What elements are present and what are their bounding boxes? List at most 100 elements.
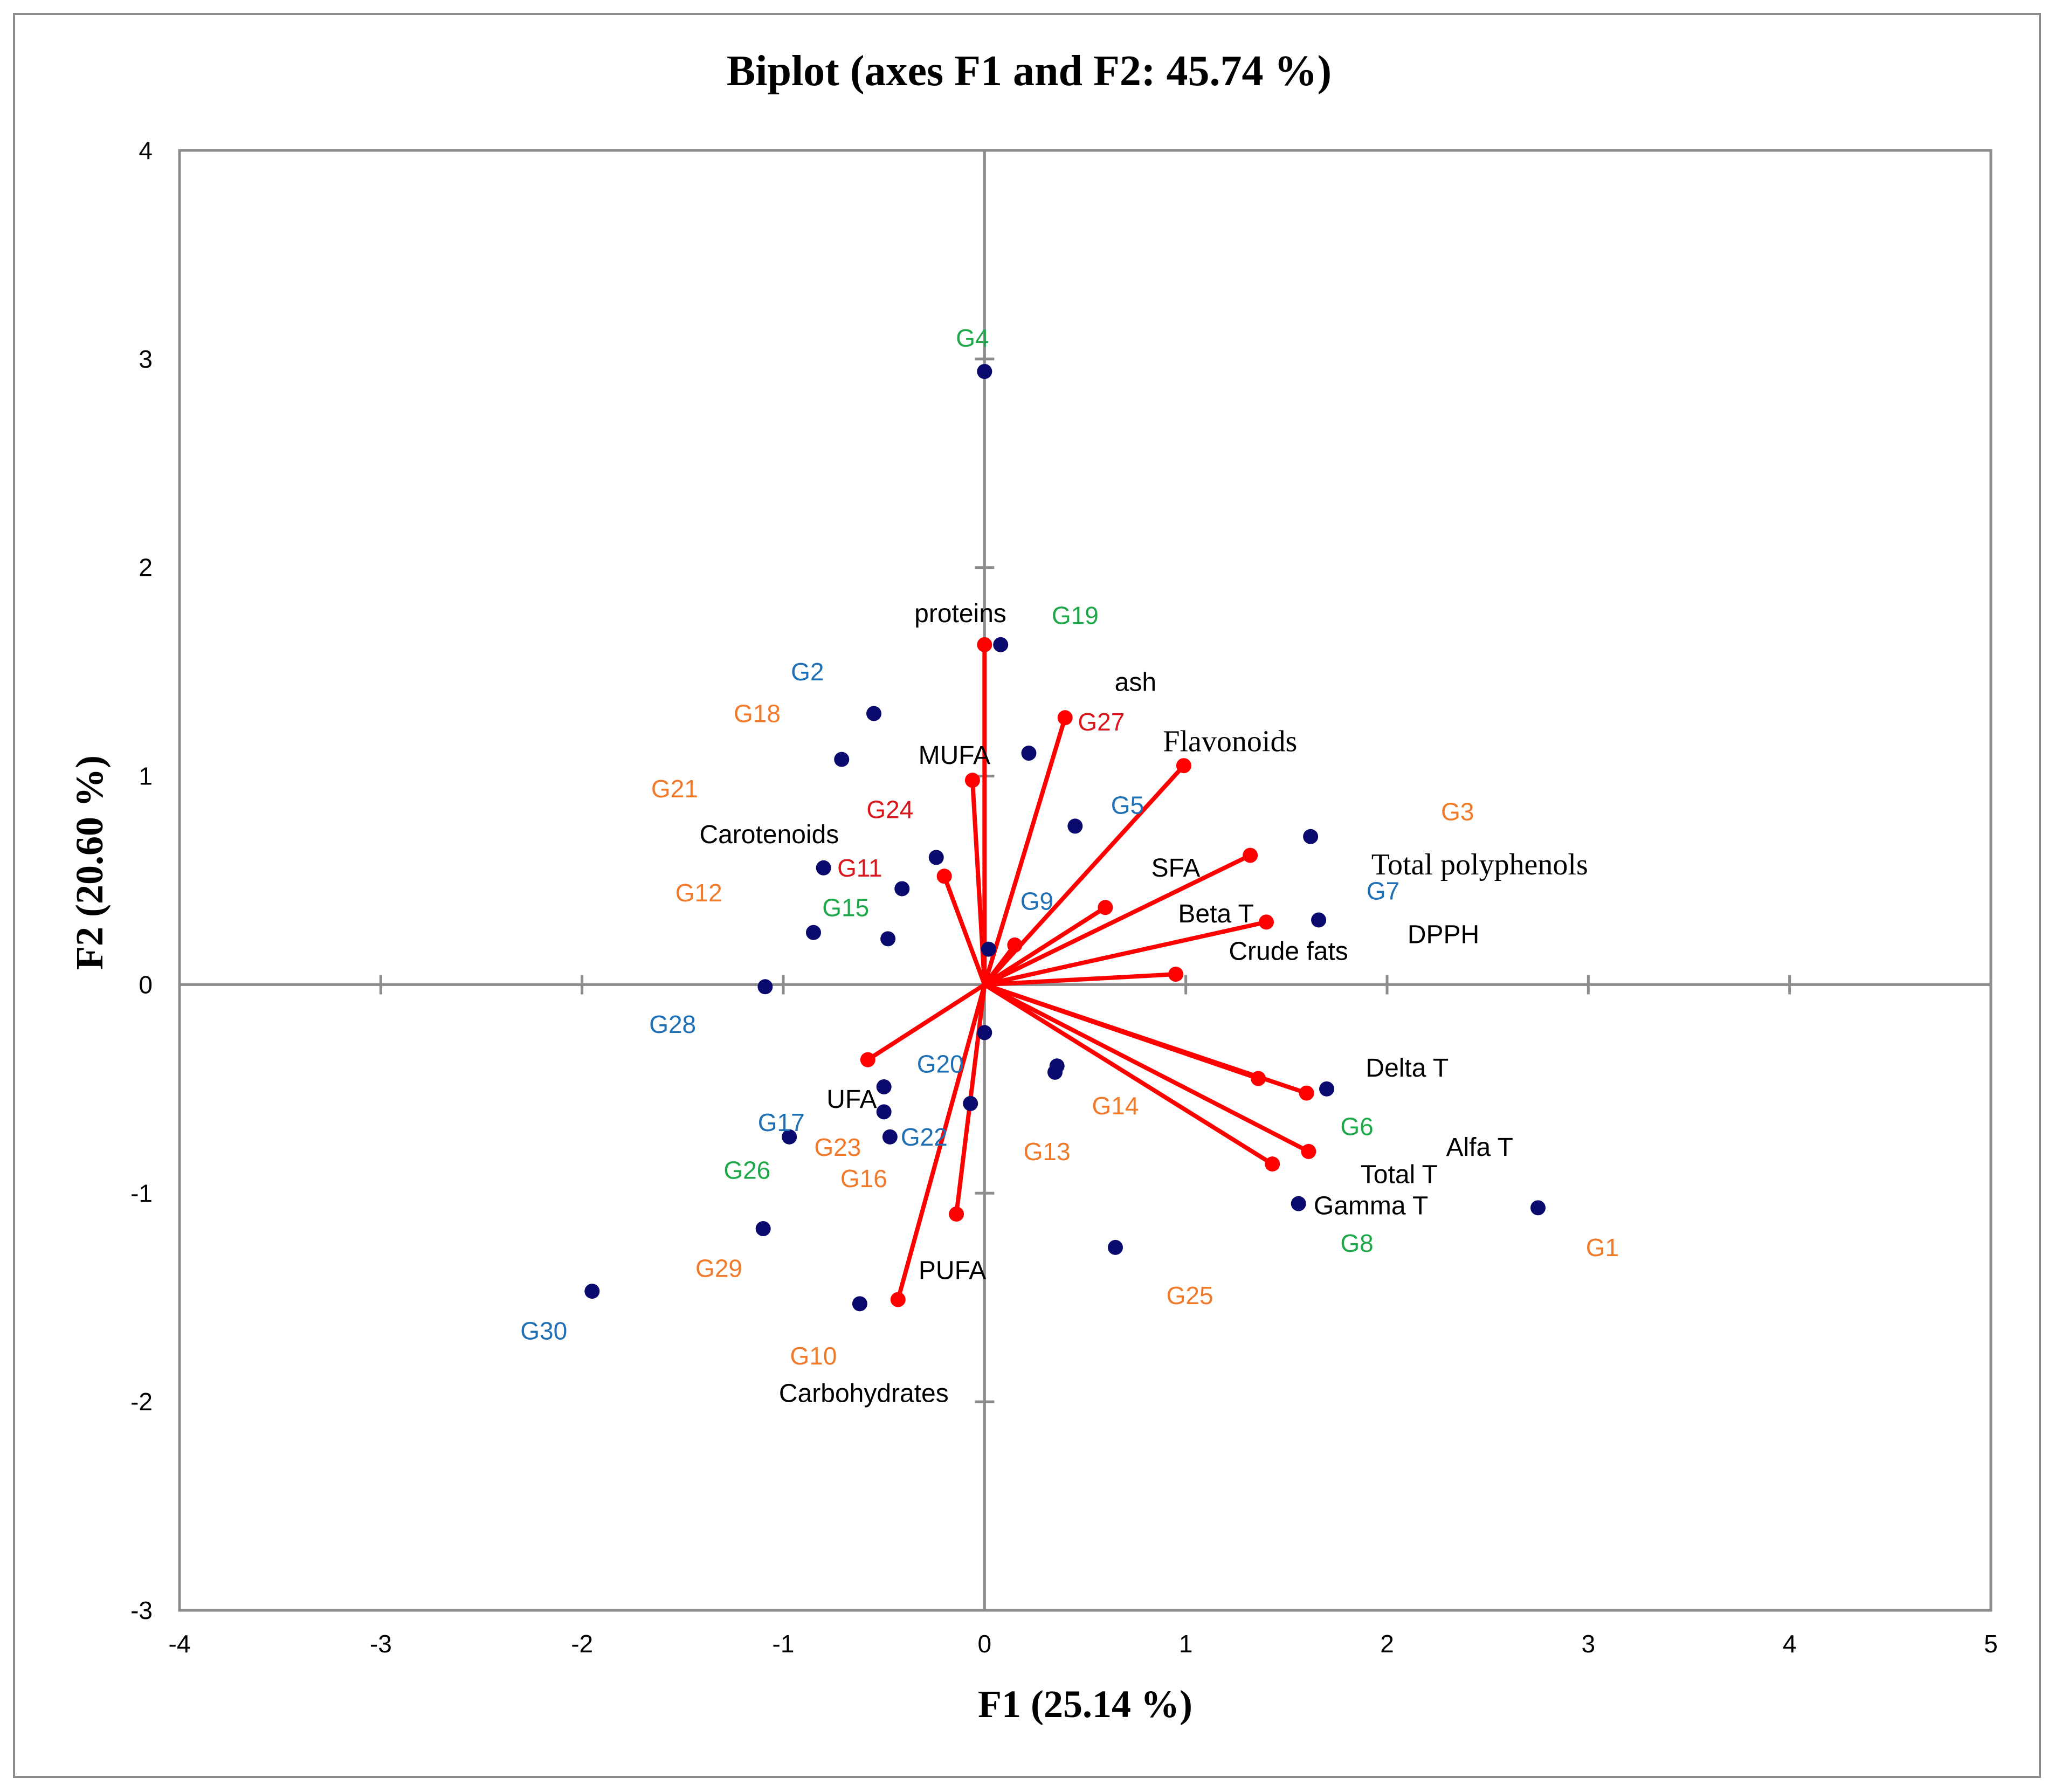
y-tick-label: -2: [130, 1388, 153, 1416]
plot-area-border: [178, 149, 1992, 1612]
x-tick-label: 2: [1380, 1630, 1394, 1658]
vector-tip: [1301, 1143, 1316, 1159]
variable-vectors: [860, 637, 1316, 1307]
x-axis-title: F1 (25.14 %): [978, 1683, 1192, 1726]
point-g15: [880, 931, 896, 947]
vector-tip: [936, 869, 952, 884]
x-tick-label: 5: [1984, 1630, 1998, 1658]
point-label-g23: G23: [814, 1133, 861, 1161]
vector-carotenoids: [942, 874, 987, 987]
vector-ufa: [865, 982, 987, 1062]
vector-tip: [890, 1292, 906, 1307]
point-g22: [963, 1095, 978, 1111]
x-tick-label: -4: [169, 1630, 191, 1658]
point-g19: [993, 637, 1009, 652]
point-label-g28: G28: [649, 1010, 696, 1038]
variable-label-delta-t: Delta T: [1366, 1054, 1449, 1083]
point-g7: [1311, 912, 1327, 928]
y-axis-title: F2 (20.60 %): [68, 755, 111, 970]
point-g24: [928, 850, 944, 865]
point-g1: [1530, 1200, 1546, 1216]
variable-label-alfa-t: Alfa T: [1446, 1133, 1513, 1162]
x-tick-label: 4: [1783, 1630, 1797, 1658]
point-g26: [755, 1221, 771, 1237]
point-g20: [876, 1079, 892, 1094]
vector-ash: [982, 715, 1067, 987]
point-g2: [866, 706, 881, 721]
vector-tip: [1299, 1085, 1314, 1101]
vector-tip: [1251, 1071, 1266, 1086]
variable-label-ash: ash: [1115, 668, 1156, 697]
point-g9: [981, 941, 996, 957]
point-label-g8: G8: [1340, 1229, 1373, 1257]
point-g27: [1021, 746, 1037, 761]
vector-tip: [1168, 967, 1183, 982]
vector-tip: [1098, 900, 1113, 915]
variable-label-beta-t: Beta T: [1178, 900, 1254, 928]
point-g12: [806, 925, 821, 940]
variable-label-pufa: PUFA: [919, 1256, 986, 1285]
point-label-g11: G11: [837, 854, 882, 882]
chart-frame: [13, 13, 2041, 1778]
chart-title: Biplot (axes F1 and F2: 45.74 %): [727, 47, 1332, 95]
point-label-g10: G10: [790, 1342, 837, 1370]
point-label-g16: G16: [840, 1164, 887, 1193]
x-tick-label: -3: [370, 1630, 392, 1658]
vector-tip: [977, 637, 992, 652]
variable-label-total-t: Total T: [1361, 1160, 1438, 1189]
y-tick-label: -1: [130, 1179, 153, 1207]
variable-label-flavonoids: Flavonoids: [1163, 725, 1297, 759]
y-tick-label: 2: [139, 554, 153, 582]
point-label-g7: G7: [1367, 877, 1399, 905]
point-g18: [834, 752, 850, 767]
point-label-g3: G3: [1441, 797, 1474, 825]
point-g3: [1303, 829, 1319, 844]
point-label-g17: G17: [758, 1108, 805, 1136]
variable-label-proteins: proteins: [914, 599, 1006, 628]
point-g14: [1049, 1058, 1065, 1074]
vector-tip: [1057, 710, 1073, 726]
vector-tip: [1259, 914, 1274, 930]
x-tick-label: 0: [978, 1630, 992, 1658]
variable-label-dpph: DPPH: [1408, 921, 1479, 949]
point-g10: [852, 1296, 867, 1312]
y-tick-label: -3: [130, 1596, 153, 1624]
point-label-g24: G24: [866, 795, 913, 823]
vector-tip: [949, 1206, 964, 1222]
variable-label-ufa: UFA: [826, 1085, 877, 1114]
vector-tip: [1007, 937, 1023, 953]
vector-carbohydrates: [895, 982, 987, 1302]
point-label-g25: G25: [1167, 1281, 1213, 1309]
point-label-g2: G2: [791, 658, 824, 686]
point-g16: [876, 1104, 892, 1120]
point-g6: [1319, 1081, 1334, 1097]
point-label-g14: G14: [1092, 1092, 1139, 1120]
point-label-g30: G30: [520, 1317, 567, 1345]
y-tick-label: 4: [139, 136, 153, 164]
point-g29: [584, 1284, 600, 1299]
point-label-g27: G27: [1078, 708, 1125, 736]
vector-tip: [1176, 758, 1191, 774]
point-g8: [1291, 1196, 1306, 1211]
variable-label-total-polyphenols: Total polyphenols: [1371, 848, 1588, 881]
variable-label-carotenoids: Carotenoids: [699, 821, 839, 849]
vector-sfa: [982, 853, 1253, 987]
point-label-g29: G29: [695, 1255, 742, 1283]
point-g23: [882, 1129, 898, 1145]
variable-label-carbohydrates: Carbohydrates: [779, 1380, 949, 1408]
point-label-g22: G22: [901, 1123, 948, 1151]
point-g17: [782, 1129, 797, 1145]
point-label-g13: G13: [1024, 1138, 1071, 1166]
variable-label-crude-fats: Crude fats: [1229, 938, 1348, 966]
y-tick-label: 0: [139, 970, 153, 998]
point-label-g18: G18: [734, 700, 781, 728]
variable-label-gamma-t: Gamma T: [1314, 1191, 1428, 1220]
point-g28: [757, 979, 773, 995]
point-g25: [1108, 1239, 1123, 1255]
x-tick-label: 3: [1582, 1630, 1596, 1658]
point-label-g15: G15: [822, 893, 869, 921]
point-label-g4: G4: [956, 324, 989, 352]
point-g11: [894, 881, 910, 897]
point-label-g9: G9: [1020, 887, 1053, 915]
